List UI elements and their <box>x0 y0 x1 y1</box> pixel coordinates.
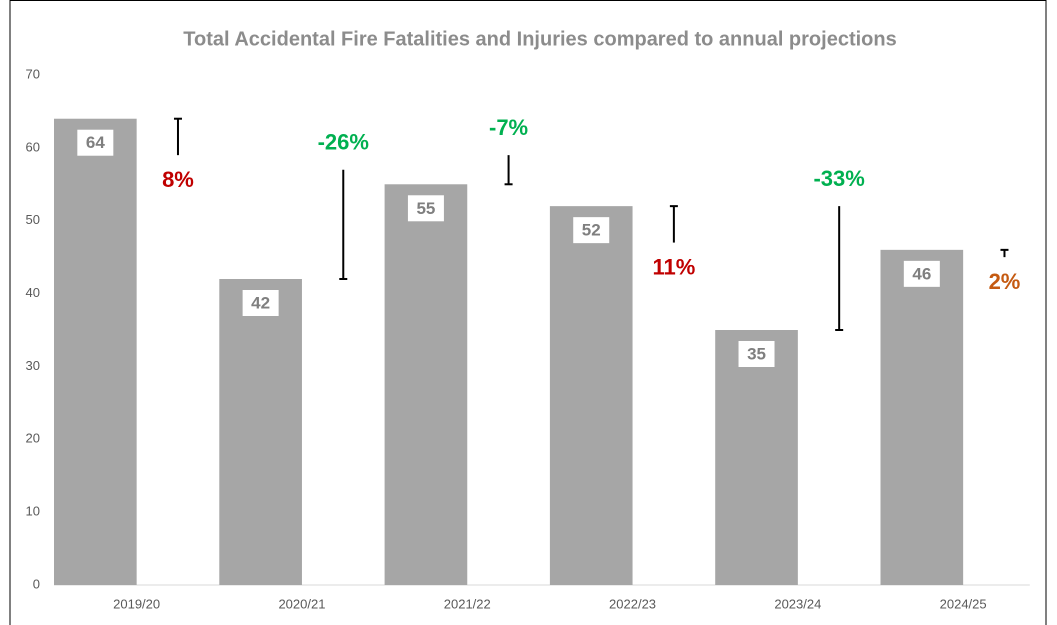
data-label: 35 <box>747 344 766 363</box>
x-tick-label: 2023/24 <box>774 596 821 611</box>
bar <box>880 249 964 585</box>
y-tick-label: 30 <box>26 358 40 373</box>
data-label: 42 <box>251 293 270 312</box>
x-tick-label: 2019/20 <box>113 596 160 611</box>
y-tick-label: 0 <box>33 576 40 591</box>
change-label: 2% <box>989 269 1021 294</box>
change-label: -33% <box>813 166 864 191</box>
x-tick-label: 2024/25 <box>940 596 987 611</box>
bar <box>549 206 633 585</box>
y-tick-label: 10 <box>26 504 40 519</box>
data-label: 46 <box>912 264 931 283</box>
y-tick-label: 70 <box>26 66 40 81</box>
x-tick-label: 2021/22 <box>444 596 491 611</box>
data-label: 55 <box>416 199 435 218</box>
data-label: 64 <box>86 133 105 152</box>
change-label: 8% <box>162 167 194 192</box>
data-label-box <box>242 290 279 316</box>
bar <box>715 330 798 585</box>
change-label: -26% <box>318 130 369 155</box>
data-label-box <box>573 217 610 244</box>
bar <box>219 279 302 585</box>
bar <box>54 118 137 585</box>
y-tick-label: 40 <box>26 285 40 300</box>
y-tick-label: 60 <box>26 139 40 154</box>
change-label: -7% <box>489 115 528 140</box>
x-tick-label: 2022/23 <box>609 596 656 611</box>
data-label-box <box>903 260 940 287</box>
data-label-box <box>738 341 775 367</box>
data-label-box <box>77 129 114 156</box>
y-tick-label: 50 <box>26 212 40 227</box>
chart-title: Total Accidental Fire Fatalities and Inj… <box>183 28 896 50</box>
data-label-box <box>407 195 444 222</box>
chart-frame <box>9 0 1047 625</box>
bar <box>384 184 468 586</box>
y-tick-label: 20 <box>26 431 40 446</box>
change-label: 11% <box>652 254 695 279</box>
x-tick-label: 2020/21 <box>278 596 325 611</box>
data-label: 52 <box>582 221 601 240</box>
